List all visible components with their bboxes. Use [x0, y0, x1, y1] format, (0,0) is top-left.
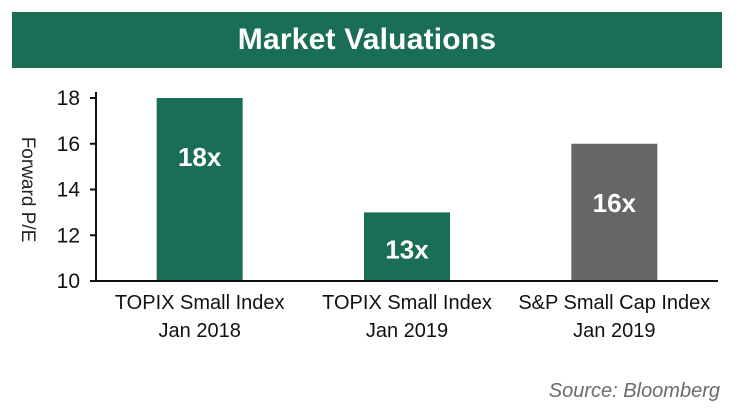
y-tick-label-16: 16 [57, 133, 80, 156]
x-tick-label-1-line-1: TOPIX Small Index [115, 292, 285, 314]
y-tick-label-18: 18 [57, 87, 80, 110]
source-note: Source: Bloomberg [548, 380, 720, 402]
y-axis-title: Forward P/E [17, 137, 38, 243]
x-tick-label-1-line-2: Jan 2018 [159, 320, 241, 342]
bar-3 [571, 143, 658, 281]
x-tick-label-2-line-1: TOPIX Small Index [322, 292, 492, 314]
bar-data-label-1: 18x [178, 142, 222, 172]
bar-2 [364, 212, 450, 281]
chart-title-banner: Market Valuations [12, 12, 722, 68]
y-tick-label-12: 12 [57, 224, 80, 247]
bar-1 [156, 98, 243, 281]
x-tick-label-3-line-2: Jan 2019 [573, 320, 655, 342]
x-tick-label-3-line-1: S&P Small Cap Index [518, 292, 710, 314]
bar-data-label-3: 16x [593, 188, 637, 218]
bar-data-label-2: 13x [385, 234, 429, 264]
y-tick-label-10: 10 [57, 270, 80, 293]
y-tick-label-14: 14 [57, 179, 81, 202]
chart-title: Market Valuations [237, 23, 497, 56]
x-tick-label-2-line-2: Jan 2019 [366, 320, 448, 342]
